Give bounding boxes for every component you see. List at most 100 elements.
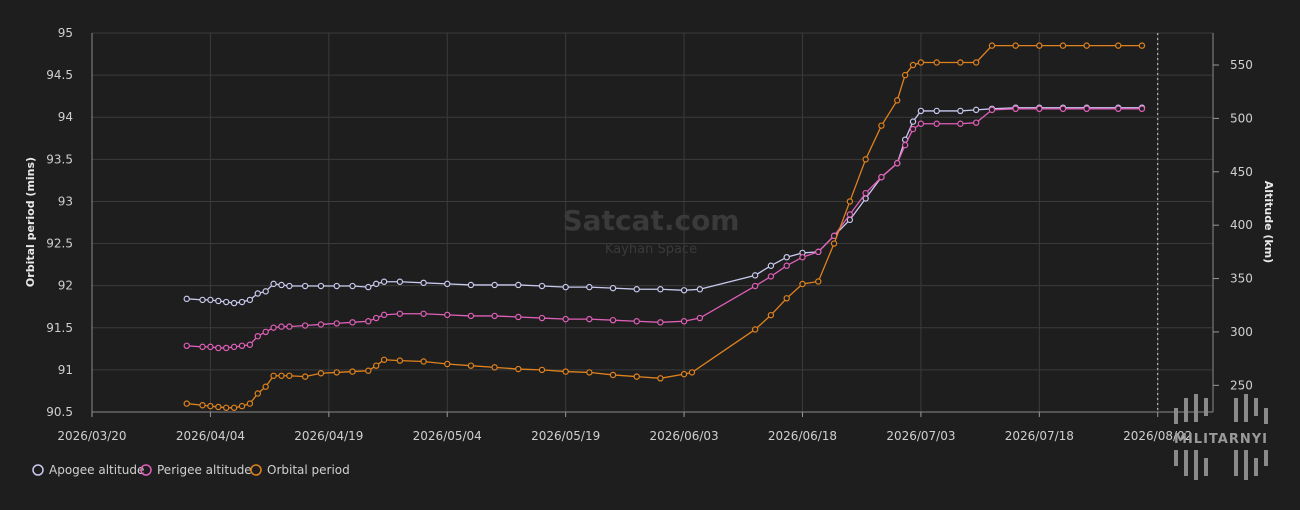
y-tick-label: 93.5 [46, 152, 73, 166]
data-point [933, 120, 940, 127]
data-point [380, 278, 388, 285]
data-point [230, 343, 238, 351]
y2-axis-title: Altitude (km) [1262, 181, 1275, 263]
data-point [767, 262, 775, 269]
data-point [515, 365, 522, 373]
data-point [751, 272, 759, 279]
data-point [278, 323, 285, 330]
data-point [286, 323, 293, 330]
data-point [199, 296, 206, 304]
data-point [246, 341, 254, 348]
y-tick-label: 91 [58, 363, 73, 377]
x-tick-label: 2026/08/02 [1123, 429, 1192, 443]
data-point [396, 357, 404, 364]
data-point [1115, 105, 1122, 113]
data-point [751, 282, 759, 290]
data-point [538, 314, 546, 322]
series-orbital-period [183, 42, 1146, 411]
data-point [894, 160, 901, 167]
data-point [246, 296, 254, 304]
data-point [380, 311, 388, 319]
data-point [957, 120, 964, 127]
data-point [380, 356, 388, 363]
y-tick-label: 92.5 [46, 237, 73, 251]
legend: Apogee altitude Perigee altitude Orbital p… [32, 463, 350, 477]
data-point [183, 342, 190, 350]
x-tick-label: 2026/04/04 [176, 429, 245, 443]
data-point [420, 310, 427, 317]
data-point [467, 312, 475, 320]
data-point [815, 248, 822, 256]
legend-marker [140, 464, 152, 476]
data-point [262, 328, 269, 336]
data-point [396, 310, 404, 317]
y-axis-title: Orbital period (mins) [24, 157, 37, 287]
data-point [365, 367, 372, 374]
data-point [696, 314, 704, 322]
data-point [633, 286, 640, 293]
data-point [301, 373, 309, 380]
data-point [420, 279, 427, 287]
data-point [1138, 105, 1146, 113]
legend-label: Perigee altitude [157, 463, 252, 477]
data-point [562, 368, 569, 375]
data-point [207, 402, 214, 410]
data-point [396, 278, 404, 285]
data-point [957, 107, 964, 115]
data-point [270, 280, 277, 288]
data-point [688, 369, 696, 376]
x-tick-label: 2026/07/18 [1005, 429, 1074, 443]
data-point [972, 106, 980, 114]
data-point [238, 402, 246, 410]
data-point [609, 371, 617, 379]
data-point [254, 290, 261, 297]
data-point [862, 156, 869, 163]
data-point [333, 282, 340, 290]
y-tick-label: 95 [58, 26, 73, 40]
data-point [365, 283, 372, 291]
legend-label: Apogee altitude [49, 463, 144, 477]
data-point [317, 282, 325, 290]
y2-tick-label: 400 [1230, 218, 1253, 232]
data-point [1059, 42, 1067, 49]
data-point [223, 298, 230, 306]
y2-tick-label: 500 [1230, 111, 1253, 125]
data-point [286, 372, 293, 379]
data-point [199, 402, 206, 409]
data-point [783, 295, 790, 302]
data-point [301, 282, 309, 290]
data-point [246, 400, 254, 407]
data-point [467, 281, 475, 289]
data-point [933, 107, 940, 115]
data-point [878, 173, 885, 181]
data-point [254, 390, 261, 397]
data-point [317, 321, 325, 328]
data-point [230, 404, 238, 411]
data-point [223, 344, 230, 352]
data-point [262, 383, 269, 390]
legend-marker [32, 464, 44, 476]
data-point [972, 119, 980, 126]
data-point [491, 281, 498, 289]
data-point [538, 282, 546, 290]
data-point [909, 61, 917, 69]
data-point [751, 326, 759, 333]
data-point [680, 318, 688, 325]
data-point [317, 370, 325, 377]
data-point [878, 122, 885, 129]
data-point [767, 311, 775, 319]
data-point [815, 278, 822, 285]
data-point [215, 344, 222, 352]
data-point [278, 281, 285, 289]
data-point [562, 315, 569, 323]
data-point [1059, 105, 1067, 113]
data-point [223, 404, 230, 411]
data-point [609, 316, 617, 324]
data-point [301, 322, 309, 329]
data-point [491, 364, 498, 371]
data-point [917, 59, 925, 66]
y2-tick-label: 550 [1230, 58, 1253, 72]
legend-marker [250, 464, 262, 476]
data-point [270, 324, 277, 331]
